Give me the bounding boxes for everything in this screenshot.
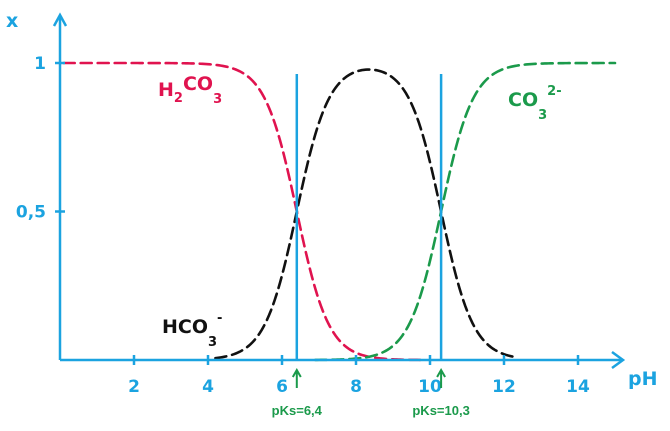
x-ticks: 2 4 6 8 10 12 14 [128, 355, 590, 397]
series-label-part: HCO [162, 316, 208, 338]
y-tick-label: 0,5 [16, 203, 46, 223]
x-axis-arrow [611, 350, 626, 370]
series-label-part: - [217, 311, 222, 326]
series-label-part: 3 [208, 335, 217, 350]
series-label-part: 3 [538, 108, 547, 123]
pk-arrow [291, 367, 302, 388]
series-label-co3: CO32- [508, 84, 562, 123]
x-tick-label: 8 [350, 377, 362, 397]
x-tick-label: 12 [492, 377, 516, 397]
x-tick-label: 10 [418, 377, 442, 397]
pk-arrow [436, 367, 446, 388]
y-axis-arrow [52, 12, 68, 27]
x-tick-label: 2 [128, 377, 140, 397]
pk-label: pKs=10,3 [412, 403, 469, 418]
series-label-part: H [158, 79, 174, 101]
curve-h2co3 [62, 61, 424, 362]
curve-hco3 [214, 68, 517, 360]
y-axis-label: x [6, 10, 18, 32]
x-axis-label: pH [628, 368, 658, 390]
x-tick-label: 6 [276, 377, 288, 397]
x-tick-label: 14 [566, 377, 590, 397]
series-label-part: 2 [174, 91, 183, 106]
series-label-part: 2- [547, 84, 561, 99]
axes [52, 12, 626, 370]
x-tick-label: 4 [202, 377, 214, 397]
series-label-h2co3: H2CO3 [158, 73, 222, 107]
series-label-part: CO [183, 73, 213, 95]
series-label-part: CO [508, 89, 538, 111]
pk-lines: pKs=6,4 pKs=10,3 [272, 74, 470, 418]
y-ticks: 0,51 [16, 54, 65, 223]
pk-label: pKs=6,4 [272, 403, 323, 418]
y-tick-label: 1 [34, 54, 46, 74]
curve-co3 [314, 61, 617, 362]
species-curves [62, 61, 617, 362]
series-label-part: 3 [213, 92, 222, 107]
series-label-hco3: HCO3- [162, 311, 222, 350]
